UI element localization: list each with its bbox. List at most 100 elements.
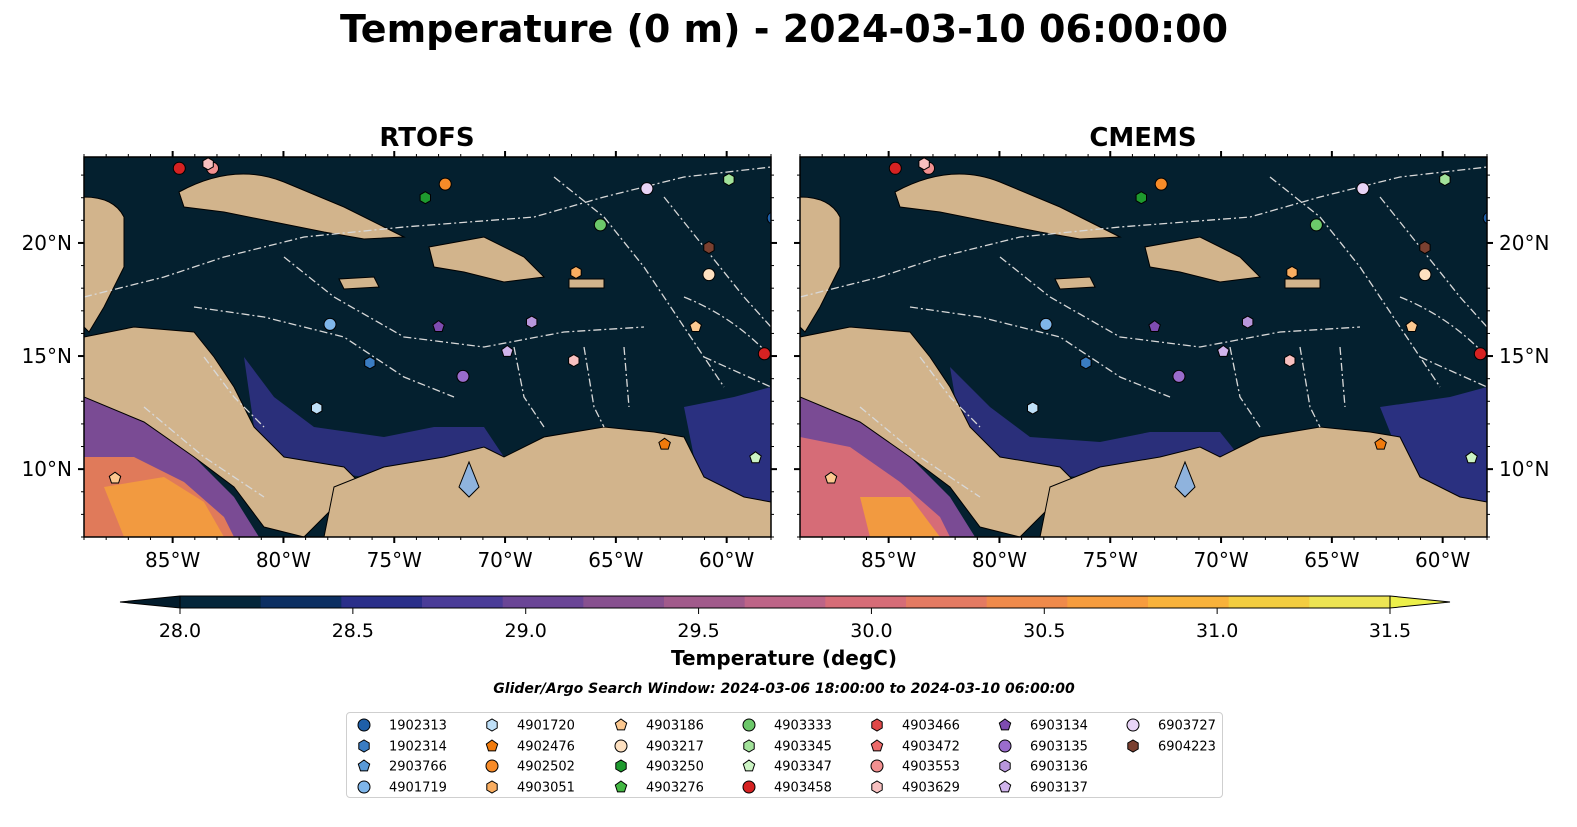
float-marker-4903458: [172, 161, 186, 175]
colorbar-segment: [180, 596, 262, 608]
float-marker-1902314: [1080, 356, 1092, 370]
lon-label: 80°W: [972, 548, 1027, 572]
colorbar-segment: [1067, 596, 1149, 608]
caribbean-warm-band: [950, 367, 1240, 477]
eez-boundaries: [800, 166, 1487, 498]
colorbar-segment: [825, 596, 907, 608]
colorbar-segment: [1148, 596, 1230, 608]
map-panel-cmems: CMEMS: [794, 123, 1549, 572]
land-south-america: [1039, 426, 1487, 537]
float-marker-4901719: [1039, 317, 1053, 331]
colorbar-segments: [180, 596, 1391, 608]
warm-pacific-hotspot: [860, 497, 940, 537]
float-marker-4901720: [1027, 401, 1039, 415]
figure-title: Temperature (0 m) - 2024-03-10 06:00:00: [340, 7, 1228, 51]
colorbar-tick-label: 30.0: [850, 620, 892, 642]
colorbar-segment: [986, 596, 1068, 608]
float-marker-4902502: [1154, 177, 1168, 191]
lon-label: 65°W: [588, 548, 643, 572]
float-marker-4903629: [568, 354, 580, 368]
land-puerto-rico: [568, 278, 605, 289]
lat-label: 20°N: [1499, 231, 1549, 255]
venezuela-warm-band: [1380, 387, 1487, 527]
float-marker-4903629: [1284, 354, 1296, 368]
land-cuba: [894, 173, 1122, 240]
float-marker-4903458: [1473, 347, 1487, 361]
float-marker-4903051: [1286, 265, 1298, 279]
colorbar-segment: [583, 596, 665, 608]
float-marker-6903136: [1242, 315, 1254, 329]
float-marker-4901719: [323, 317, 337, 331]
caribbean-warm-band: [244, 357, 504, 477]
colorbar-segment: [906, 596, 988, 608]
lon-label: 75°W: [367, 548, 422, 572]
colorbar-segment: [1228, 596, 1310, 608]
lon-label: 60°W: [1415, 548, 1470, 572]
colorbar-tick-label: 30.5: [1023, 620, 1065, 642]
map-content-rtofs: [84, 157, 771, 537]
land-jamaica: [338, 276, 380, 290]
map-content-cmems: [800, 157, 1487, 537]
lon-label: 70°W: [477, 548, 532, 572]
lon-label: 75°W: [1083, 548, 1138, 572]
float-marker-6904223: [1419, 240, 1431, 255]
float-marker-6903135: [1172, 369, 1186, 383]
colorbar-tick-label: 29.5: [677, 620, 719, 642]
colorbar-extend-min: [119, 595, 181, 609]
map-frame-cmems: [799, 156, 1488, 538]
float-marker-4903217: [1418, 268, 1432, 282]
land-jamaica: [1054, 276, 1096, 290]
colorbar-outline: [179, 595, 1391, 609]
colorbar-tick-label: 29.0: [505, 620, 547, 642]
colorbar-ticks: 28.0 28.5 29.0 29.5 30.0 30.5 31.0 31.5: [159, 608, 1411, 642]
float-marker-4903347: [1465, 451, 1478, 464]
lon-label: 60°W: [699, 548, 754, 572]
float-marker-4903333: [1309, 218, 1323, 232]
land-central-america: [800, 196, 841, 333]
float-marker-6903134: [432, 319, 445, 332]
float-marker-4903250: [419, 191, 431, 205]
map-frame-rtofs: [83, 156, 772, 538]
colorbar-segment: [744, 596, 826, 608]
marker-layer-cmems: [824, 157, 1487, 484]
float-marker-4903217: [702, 268, 716, 282]
float-marker-4903186: [1405, 319, 1418, 332]
colorbar-segment: [422, 596, 504, 608]
float-marker-4901720: [311, 401, 323, 415]
search-window-caption: Glider/Argo Search Window: 2024-03-06 18…: [493, 681, 1075, 697]
float-marker-4903186: [824, 471, 838, 484]
float-marker-4903458: [888, 161, 902, 175]
map-ticks-cmems: 85°W 80°W 75°W 70°W 65°W 60°W 20°N 15°N 10°N: [794, 151, 1549, 572]
float-marker-4902476: [658, 437, 671, 450]
float-marker-4903345: [723, 173, 735, 187]
lake-maracaibo: [1174, 460, 1196, 498]
lon-label: 65°W: [1304, 548, 1359, 572]
lat-label: 15°N: [22, 344, 72, 368]
lat-label: 20°N: [22, 231, 72, 255]
land-south-america: [323, 426, 771, 537]
land-cuba: [178, 173, 406, 240]
float-marker-4903629: [202, 157, 214, 171]
float-marker-4903458: [757, 347, 771, 361]
colorbar-segment: [664, 596, 746, 608]
float-marker-4902476: [1374, 437, 1387, 450]
map-panel-rtofs: RTOFS: [22, 123, 777, 572]
float-marker-1902313: [1482, 211, 1487, 225]
lat-label: 15°N: [1499, 344, 1549, 368]
panel-title-rtofs: RTOFS: [379, 123, 474, 153]
colorbar-tick-label: 28.0: [159, 620, 201, 642]
colorbar-segment: [502, 596, 584, 608]
float-marker-4903333: [593, 218, 607, 232]
land-hispaniola: [428, 236, 546, 283]
land-central-america: [84, 196, 125, 333]
lat-label: 10°N: [1499, 457, 1549, 481]
float-marker-6903137: [1217, 344, 1230, 357]
lat-label: 10°N: [22, 457, 72, 481]
float-marker-1902313: [766, 211, 771, 225]
float-marker-6903136: [526, 315, 538, 329]
float-marker-6903727: [640, 182, 654, 196]
colorbar-tick-label: 31.0: [1196, 620, 1238, 642]
colorbar: 28.0 28.5 29.0 29.5 30.0 30.5 31.0 31.5 Tempera…: [119, 595, 1451, 670]
float-marker-6903135: [456, 369, 470, 383]
colorbar-segment: [260, 596, 342, 608]
